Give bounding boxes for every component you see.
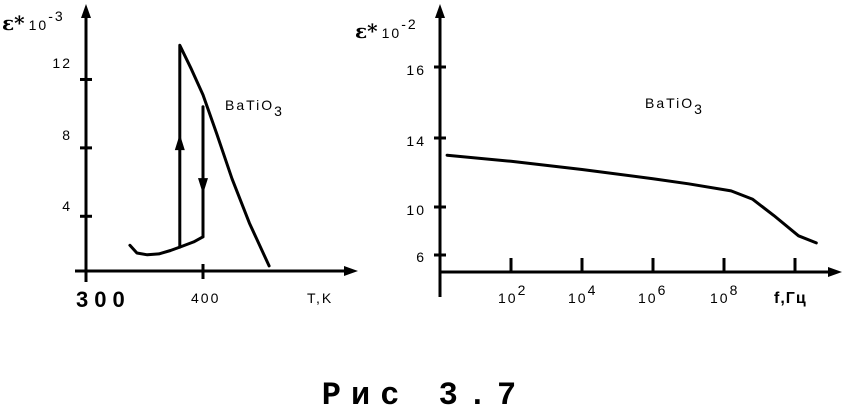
right-x-axis-arrowhead bbox=[828, 267, 842, 277]
left-series-line-1 bbox=[128, 235, 205, 257]
left-x-tick-label-300: 300 bbox=[76, 287, 131, 312]
left-annotation: BaTiO3 bbox=[225, 97, 284, 119]
left-series bbox=[128, 43, 271, 268]
left-hysteresis-arrow-down bbox=[198, 178, 208, 195]
right-y-tick-label: 10 bbox=[406, 202, 426, 218]
left-y-tick-label: 12 bbox=[52, 55, 72, 71]
right-y-axis-label: ε* 10-2 bbox=[355, 16, 418, 43]
right-y-tick-label: 16 bbox=[406, 62, 426, 78]
right-y-ticks bbox=[434, 65, 446, 257]
left-y-axis-arrowhead bbox=[81, 4, 91, 18]
right-y-tick-label: 14 bbox=[406, 133, 426, 149]
left-x-axis-arrowhead bbox=[344, 266, 358, 276]
right-y-tick-label: 6 bbox=[416, 249, 426, 265]
left-x-axis-label: T,K bbox=[307, 290, 333, 306]
chart-temperature-dependence: ε* 10-3 4 8 12 300 400 T,K BaTiO3 bbox=[2, 4, 358, 312]
right-x-tick-label: 108 bbox=[710, 282, 739, 306]
left-hysteresis-arrow-up bbox=[174, 134, 185, 151]
left-series-line-2 bbox=[178, 43, 271, 268]
right-x-tick-label: 102 bbox=[498, 282, 527, 306]
figure-caption: Рис 3.7 bbox=[322, 377, 526, 411]
right-x-tick-label: 104 bbox=[568, 282, 597, 306]
chart-frequency-dependence: ε* 10-2 6 10 14 16 102 104 106 108 f,Гц B… bbox=[355, 4, 842, 307]
right-x-tick-label: 106 bbox=[638, 282, 667, 306]
right-series bbox=[445, 153, 818, 245]
right-y-axis-arrowhead bbox=[435, 4, 445, 18]
left-x-tick-label-400: 400 bbox=[191, 290, 220, 306]
left-y-axis-label: ε* 10-3 bbox=[2, 8, 65, 35]
right-x-ticks bbox=[509, 258, 797, 272]
right-x-axis-label: f,Гц bbox=[774, 290, 807, 307]
left-y-tick-label: 8 bbox=[62, 127, 72, 143]
left-y-tick-label: 4 bbox=[62, 198, 72, 214]
left-y-ticks bbox=[80, 77, 92, 218]
right-series-line-1 bbox=[445, 153, 818, 245]
right-annotation: BaTiO3 bbox=[645, 95, 704, 117]
